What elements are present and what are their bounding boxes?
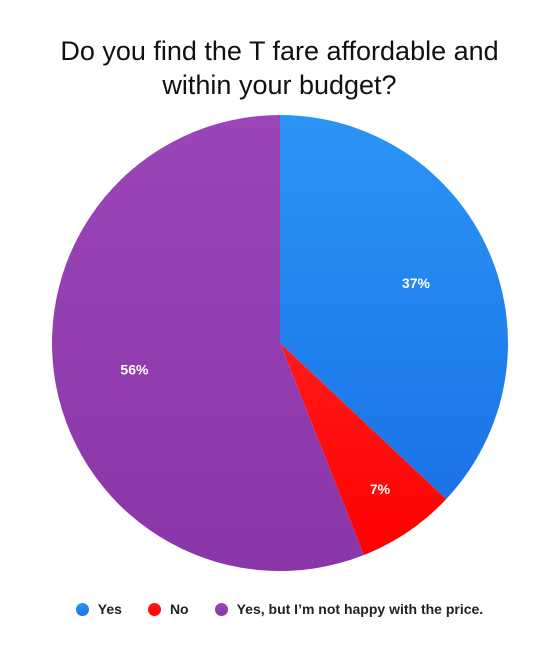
slice-label-yes: 37%: [402, 275, 431, 291]
chart-title: Do you find the T fare affordable and wi…: [0, 34, 559, 102]
chart-title-line-1: Do you find the T fare affordable and: [60, 36, 499, 66]
legend-item-yes-but-price[interactable]: Yes, but I’m not happy with the price.: [214, 601, 484, 617]
legend: Yes No Yes, but I’m not happy with the p…: [0, 601, 559, 617]
slice-label-yes-but-price: 56%: [120, 361, 149, 377]
legend-swatch-yes-but-price: [214, 602, 228, 616]
legend-label-no: No: [169, 601, 189, 617]
pie-slice-yes-but-price[interactable]: [52, 115, 364, 571]
pie-slice-yes[interactable]: [280, 115, 508, 500]
pie-chart: 37% 7% 56%: [52, 115, 508, 571]
chart-title-line-2: within your budget?: [162, 70, 397, 100]
legend-label-yes: Yes: [97, 601, 122, 617]
legend-swatch-no: [147, 602, 161, 616]
legend-item-yes[interactable]: Yes: [75, 601, 122, 617]
pie-slice-no[interactable]: [280, 343, 447, 555]
legend-item-no[interactable]: No: [147, 601, 189, 617]
slice-label-no: 7%: [370, 481, 391, 497]
legend-label-yes-but-price: Yes, but I’m not happy with the price.: [236, 601, 484, 617]
legend-swatch-yes: [75, 602, 89, 616]
